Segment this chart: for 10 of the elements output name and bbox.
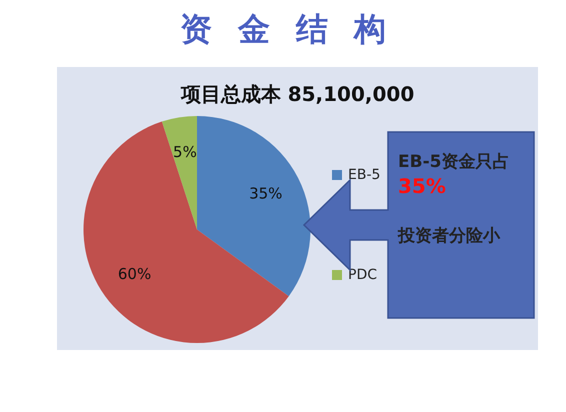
text: EB-5资金只占 bbox=[398, 152, 510, 172]
data-label: 60% bbox=[118, 264, 152, 283]
text: 35% bbox=[398, 174, 446, 198]
legend-label: PDC bbox=[348, 267, 377, 283]
data-label: 5% bbox=[173, 143, 197, 162]
data-label: 35% bbox=[249, 184, 282, 202]
chart-title: 资金结构 bbox=[179, 9, 413, 50]
chart-subtitle: 项目总成本 85,100,000 bbox=[180, 81, 416, 108]
text: 投资者分险小 bbox=[398, 226, 500, 246]
legend-label: EB-5 bbox=[348, 167, 380, 183]
